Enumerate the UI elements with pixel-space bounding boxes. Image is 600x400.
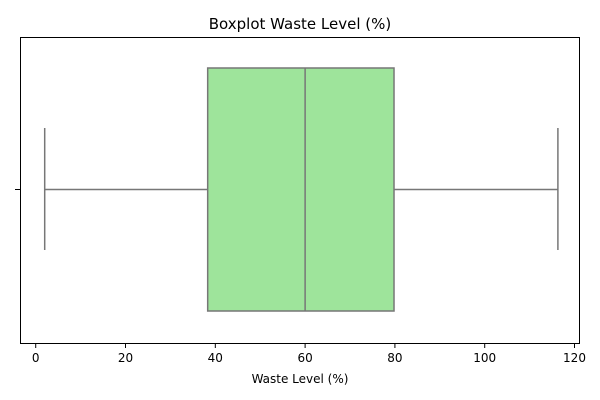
box-plot (43, 67, 559, 312)
chart-title: Boxplot Waste Level (%) (209, 15, 391, 33)
x-tick-label: 100 (473, 351, 496, 365)
plot-frame (20, 37, 580, 344)
x-axis-ticks: 0 20 40 60 80 100 120 (32, 343, 586, 365)
x-axis-label: Waste Level (%) (252, 372, 349, 386)
iqr-box (206, 67, 395, 312)
x-tick-label: 80 (387, 351, 402, 365)
x-tick-label: 40 (208, 351, 223, 365)
x-tick-label: 0 (32, 351, 40, 365)
x-tick-label: 60 (297, 351, 312, 365)
x-tick-label: 20 (118, 351, 133, 365)
x-tick-label: 120 (563, 351, 586, 365)
